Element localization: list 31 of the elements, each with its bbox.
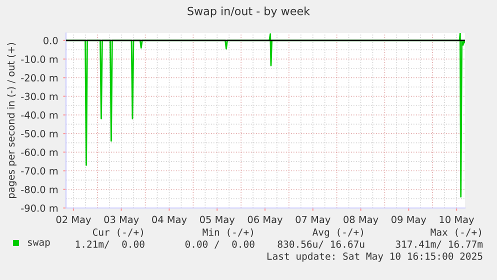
text: Last update: Sat May 10 16:15:00 2025 — [267, 252, 482, 262]
x-tick-label: 03 May — [104, 216, 139, 226]
text: 830.56u/ 16.67u — [278, 240, 364, 249]
y-tick-label: -20.0 m — [21, 74, 58, 82]
y-tick-label: -80.0 m — [21, 186, 58, 194]
text: 0.00 / 0.00 — [185, 240, 254, 249]
text: Max (-/+) — [430, 228, 481, 237]
x-tick-label: 04 May — [152, 216, 187, 226]
x-tick-label: 10 May — [440, 216, 474, 226]
text: Avg (-/+) — [312, 228, 363, 238]
y-tick-label: -10.0 m — [21, 56, 58, 63]
y-axis-title: pages per second in (-) / out (+) — [7, 42, 16, 198]
y-tick-label: -40.0 m — [21, 111, 58, 119]
x-tick-label: 09 May — [392, 216, 426, 226]
x-tick-label: 05 May — [200, 216, 235, 226]
y-tick-label: -30.0 m — [21, 92, 58, 100]
x-tick-label: 07 May — [296, 216, 330, 226]
y-tick-label: -50.0 m — [21, 130, 58, 138]
text: Cur (-/+) — [92, 228, 143, 237]
y-tick-label: 0.0 — [44, 36, 58, 44]
legend-label: swap — [28, 240, 50, 248]
x-tick-label: 08 May — [344, 216, 378, 226]
chart-title: Swap in/out - by week — [188, 6, 310, 18]
y-tick-label: -60.0 m — [21, 148, 58, 156]
y-tick-label: -90.0 m — [21, 204, 58, 212]
text: 317.41m/ 16.77m — [396, 240, 483, 249]
x-tick-label: 06 May — [248, 216, 282, 226]
x-tick-label: 02 May — [56, 216, 91, 226]
y-tick-label: -70.0 m — [21, 167, 58, 175]
text: 1.21m/ 0.00 — [76, 240, 144, 249]
text: Min (-/+) — [202, 228, 253, 237]
